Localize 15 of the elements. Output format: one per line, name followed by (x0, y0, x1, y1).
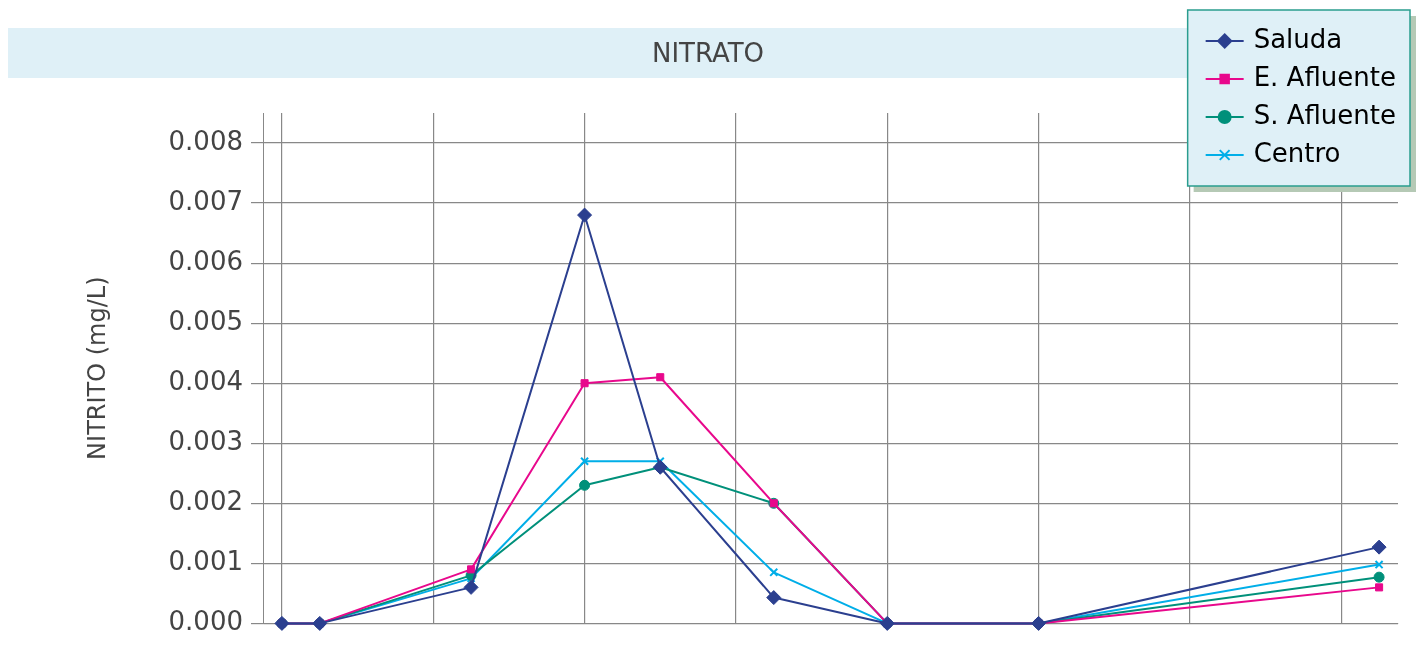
chart-title: NITRATO (651, 37, 765, 68)
y-tick-label: 0.003 (168, 426, 243, 457)
y-tick-label: 0.000 (168, 606, 243, 637)
y-tick-label: 0.006 (168, 245, 243, 276)
y-axis-title: NITRITO (mg/L) (82, 276, 111, 460)
legend-label: Centro (1253, 137, 1341, 168)
y-tick-label: 0.002 (168, 486, 243, 517)
y-tick-label: 0.005 (168, 305, 243, 336)
y-tick-label: 0.008 (168, 125, 243, 156)
y-tick-label: 0.001 (168, 546, 243, 577)
y-tick-label: 0.004 (168, 365, 243, 396)
legend-label: S. Afluente (1253, 99, 1396, 130)
legend-label: Saluda (1253, 23, 1343, 54)
y-tick-label: 0.007 (168, 185, 243, 216)
legend-label: E. Afluente (1253, 61, 1396, 92)
